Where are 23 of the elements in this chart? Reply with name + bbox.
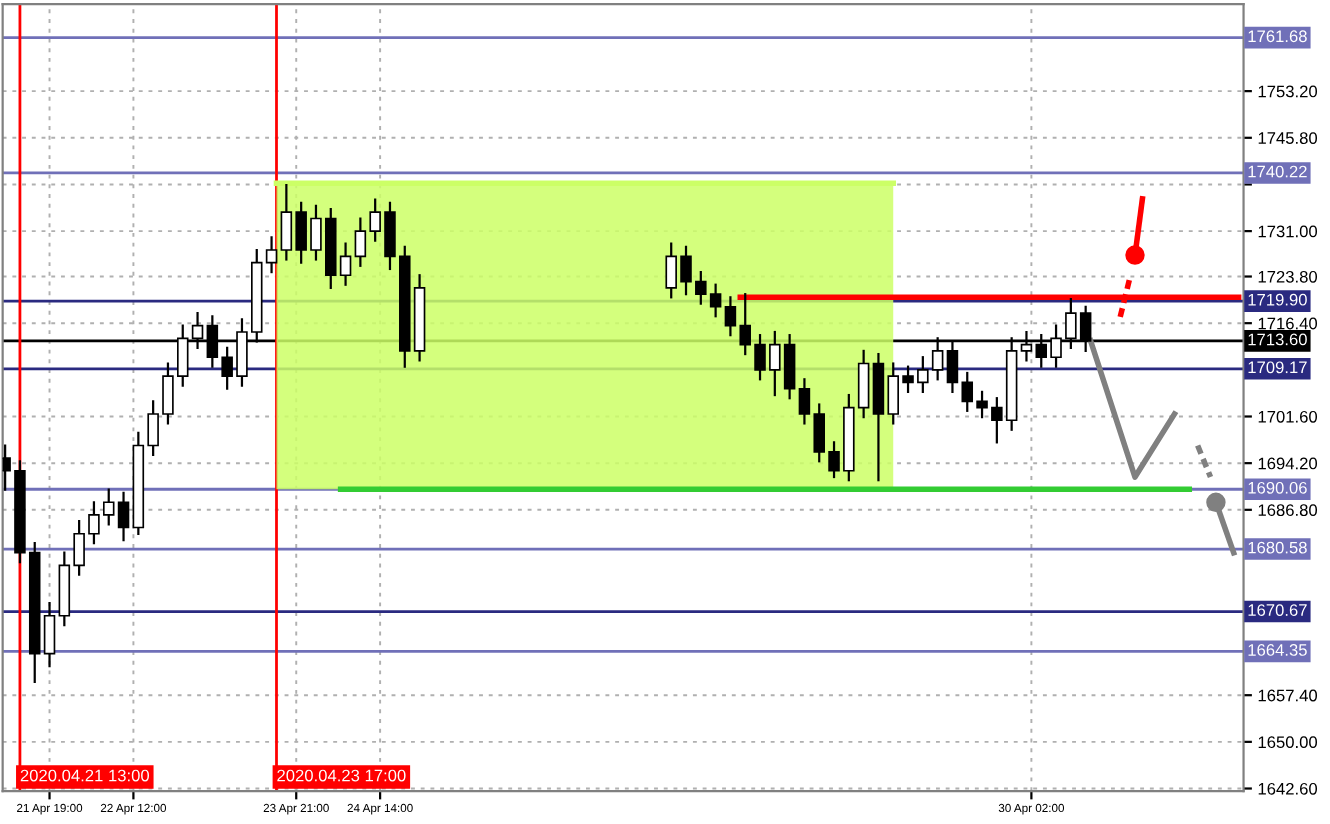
y-tick-label: 1745.80 <box>1258 132 1318 144</box>
y-tick-label: 1642.60 <box>1258 782 1318 795</box>
ref-line-label: 1761.68 <box>1248 30 1307 43</box>
y-tick-label: 1753.20 <box>1258 85 1318 98</box>
y-tick-label: 1716.40 <box>1258 317 1318 330</box>
ref-line-label: 1690.06 <box>1248 481 1307 494</box>
candlestick <box>43 602 56 668</box>
ref-line-label: 1740.22 <box>1248 165 1307 178</box>
y-tick-label: 1657.40 <box>1258 689 1318 702</box>
ref-line-label: 1680.58 <box>1248 541 1307 554</box>
y-tick-label: 1723.80 <box>1258 270 1318 283</box>
y-tick-label: 1686.80 <box>1258 504 1318 517</box>
ref-line-label: 1719.90 <box>1248 293 1307 306</box>
ref-line-label: 2020.04.23 17:00 <box>277 769 406 782</box>
y-tick-label: 1650.00 <box>1258 736 1318 749</box>
y-tick-label: 1731.00 <box>1258 225 1318 238</box>
y-tick-label: 1701.60 <box>1258 410 1318 423</box>
ref-line-label: 2020.04.21 13:00 <box>20 769 150 782</box>
ref-line-label: 1670.67 <box>1248 604 1307 616</box>
ref-line-label: 1664.35 <box>1248 644 1307 656</box>
ref-line-label: 1713.60 <box>1248 333 1307 346</box>
ref-line-label: 1709.17 <box>1248 361 1307 374</box>
y-tick-label: 1694.20 <box>1258 457 1318 470</box>
